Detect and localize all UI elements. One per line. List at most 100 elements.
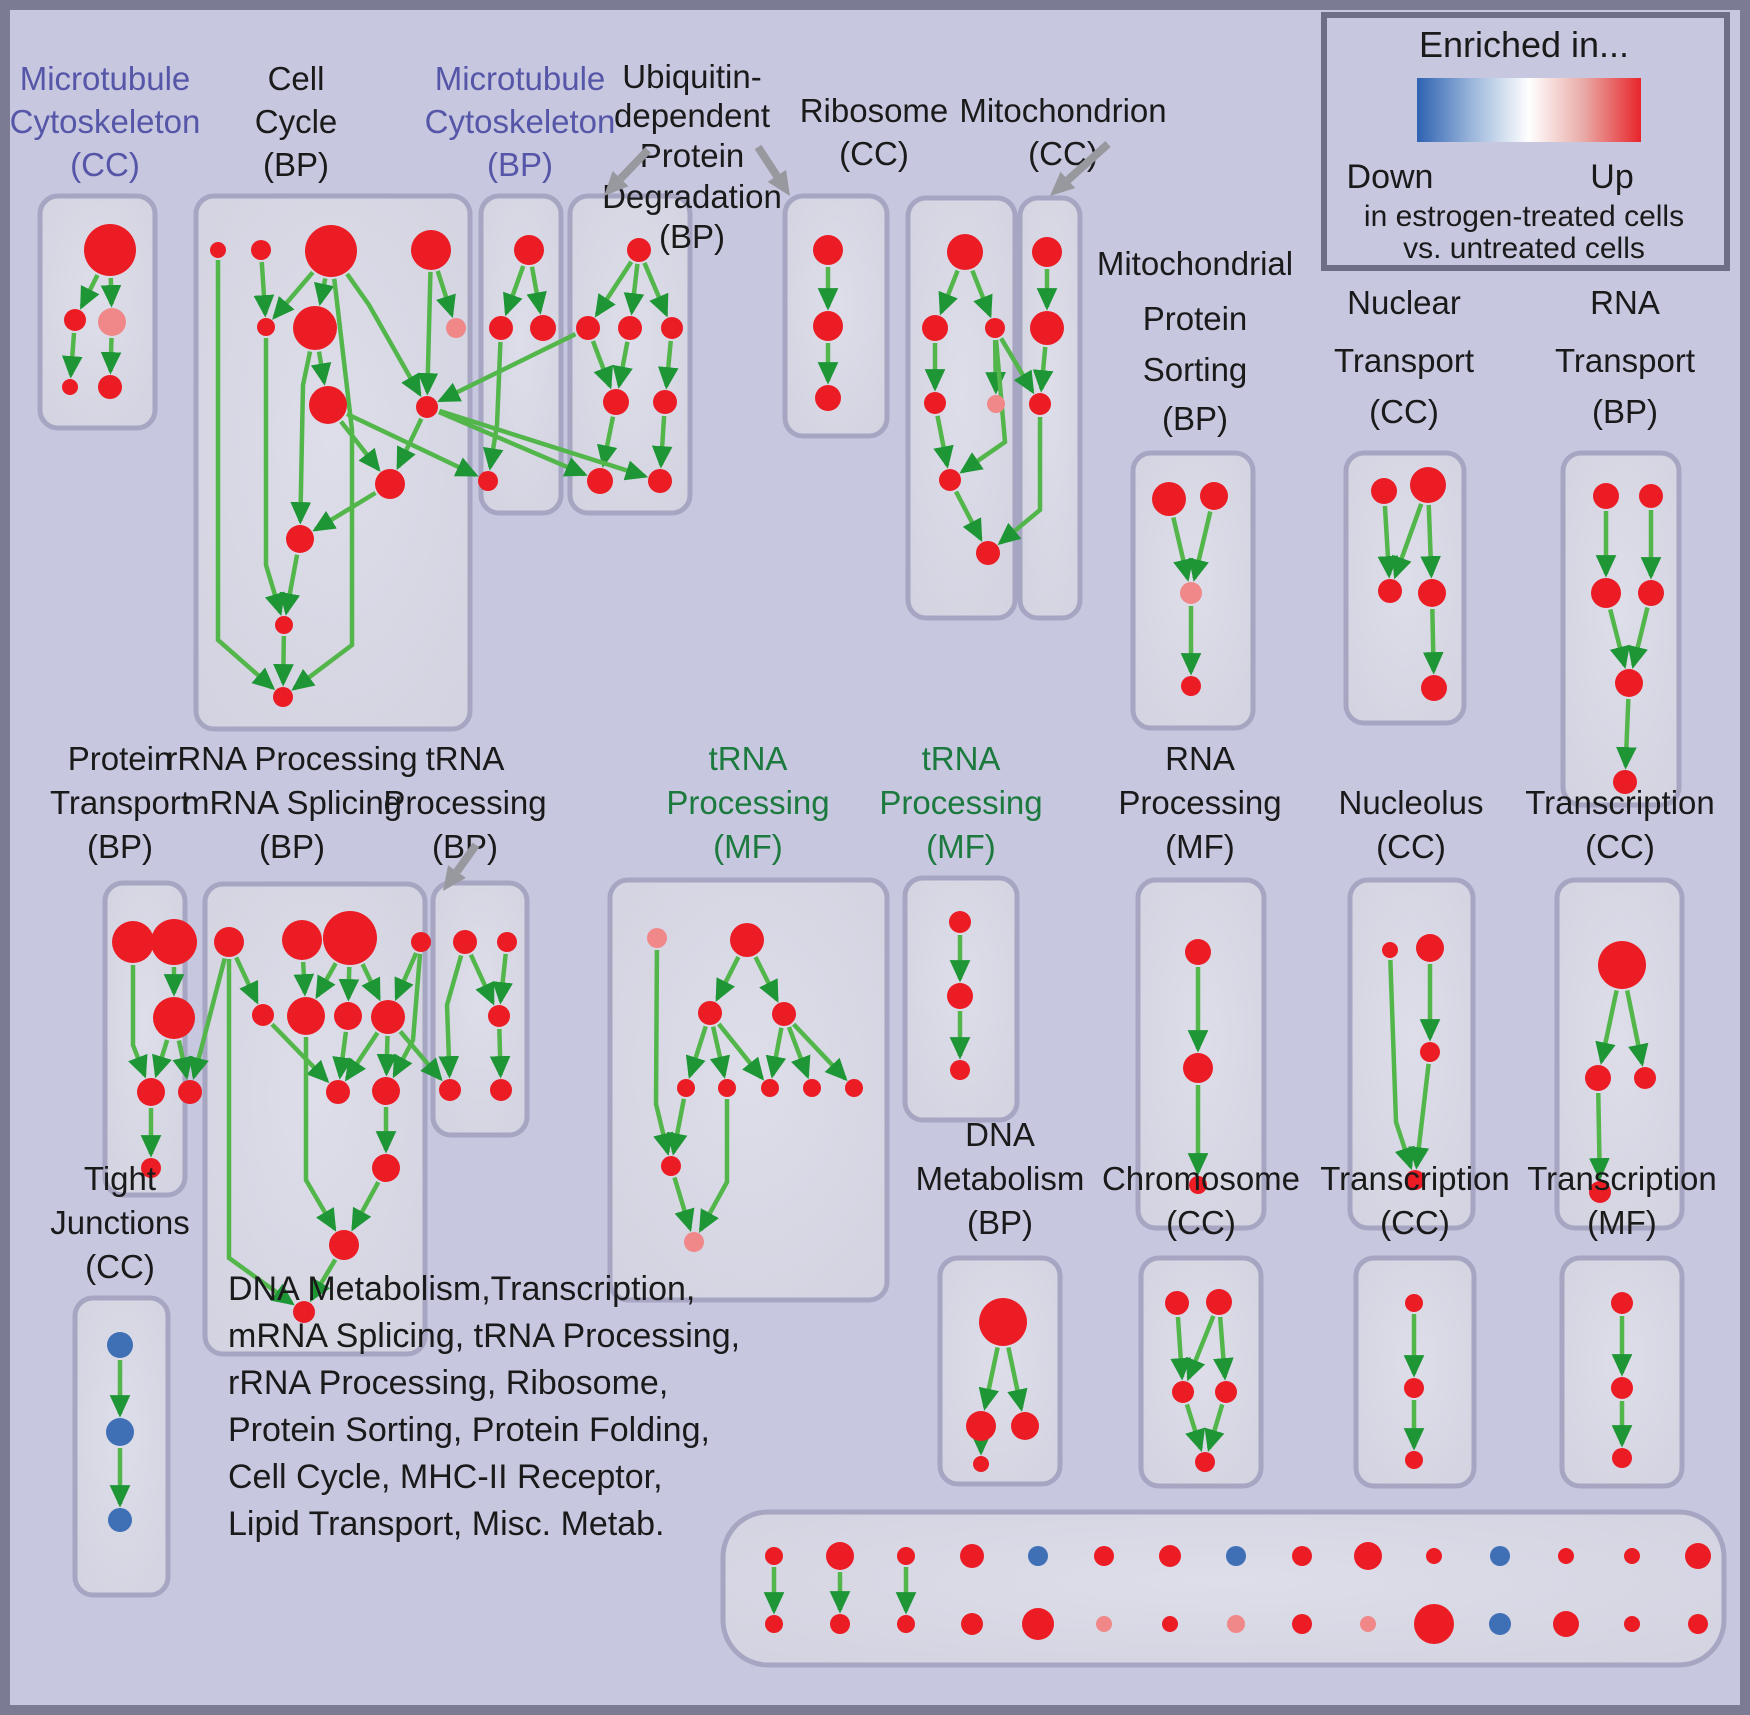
go-term-node-g2[interactable] — [1420, 1042, 1440, 1062]
go-term-node-ch4[interactable] — [1195, 1452, 1215, 1472]
go-term-node-cc_t2[interactable] — [251, 240, 271, 260]
go-term-node-cc_h2[interactable] — [309, 386, 347, 424]
go-term-node-pt1[interactable] — [151, 919, 197, 965]
go-term-node-rrI[interactable] — [326, 1080, 350, 1104]
go-term-node-q0[interactable] — [647, 928, 667, 948]
go-term-node-wt13[interactable] — [1558, 1548, 1574, 1564]
go-term-node-ch0[interactable] — [1165, 1291, 1189, 1315]
go-term-node-mcc_e[interactable] — [98, 375, 122, 399]
go-term-node-r3[interactable] — [924, 392, 946, 414]
go-term-node-s3[interactable] — [1181, 676, 1201, 696]
go-term-node-wt12[interactable] — [1490, 1546, 1510, 1566]
go-term-node-wt1[interactable] — [765, 1547, 783, 1565]
go-term-node-tb4[interactable] — [490, 1079, 512, 1101]
go-term-node-uc1[interactable] — [576, 316, 600, 340]
go-term-node-wt11[interactable] — [1426, 1548, 1442, 1564]
go-term-node-w0[interactable] — [1032, 237, 1062, 267]
go-term-node-u0[interactable] — [627, 238, 651, 262]
go-term-node-wt14[interactable] — [1624, 1548, 1640, 1564]
go-term-node-cc_m[interactable] — [273, 687, 293, 707]
go-term-node-tm1[interactable] — [1611, 1377, 1633, 1399]
go-term-node-wt9[interactable] — [1292, 1546, 1312, 1566]
go-term-node-wb15[interactable] — [1688, 1614, 1708, 1634]
go-term-node-q2[interactable] — [698, 1001, 722, 1025]
go-term-node-wt6[interactable] — [1094, 1546, 1114, 1566]
go-term-node-cc_j[interactable] — [375, 469, 405, 499]
go-term-node-wb12[interactable] — [1489, 1613, 1511, 1635]
go-term-node-nt1[interactable] — [1410, 467, 1446, 503]
go-term-node-j0[interactable] — [107, 1332, 133, 1358]
go-term-node-v1[interactable] — [813, 311, 843, 341]
go-term-node-wb2[interactable] — [830, 1614, 850, 1634]
go-term-node-q8[interactable] — [845, 1079, 863, 1097]
go-term-node-wb3[interactable] — [897, 1615, 915, 1633]
go-term-node-ch1[interactable] — [1206, 1289, 1232, 1315]
go-term-node-rrL[interactable] — [329, 1230, 359, 1260]
go-term-node-nt2[interactable] — [1378, 579, 1402, 603]
go-term-node-j2[interactable] — [108, 1508, 132, 1532]
go-term-node-r2[interactable] — [985, 318, 1005, 338]
go-term-node-uc2[interactable] — [618, 316, 642, 340]
go-term-node-pt2[interactable] — [153, 997, 195, 1039]
go-term-node-v0[interactable] — [813, 235, 843, 265]
go-term-node-cc_t1[interactable] — [210, 242, 226, 258]
go-term-node-q7[interactable] — [803, 1079, 821, 1097]
go-term-node-mb0[interactable] — [514, 235, 544, 265]
go-term-node-rr2[interactable] — [323, 911, 377, 965]
go-term-node-s0[interactable] — [1152, 482, 1186, 516]
go-term-node-tm2[interactable] — [1612, 1448, 1632, 1468]
go-term-node-q10[interactable] — [684, 1232, 704, 1252]
go-term-node-wt3[interactable] — [897, 1547, 915, 1565]
go-term-node-wb6[interactable] — [1096, 1616, 1112, 1632]
go-term-node-ch3[interactable] — [1215, 1381, 1237, 1403]
go-term-node-tc1[interactable] — [1404, 1378, 1424, 1398]
go-term-node-cc_f[interactable] — [293, 306, 337, 350]
go-term-node-wb14[interactable] — [1624, 1616, 1640, 1632]
go-term-node-g0[interactable] — [1382, 942, 1398, 958]
go-term-node-r4[interactable] — [987, 395, 1005, 413]
go-term-node-tb1[interactable] — [497, 932, 517, 952]
go-term-node-wt10[interactable] — [1354, 1542, 1382, 1570]
go-term-node-v2[interactable] — [815, 385, 841, 411]
go-term-node-ym1[interactable] — [1183, 1053, 1213, 1083]
go-term-node-wb1[interactable] — [765, 1615, 783, 1633]
go-term-node-h0[interactable] — [1598, 941, 1646, 989]
go-term-node-xt0[interactable] — [1593, 483, 1619, 509]
go-term-node-d0[interactable] — [979, 1298, 1027, 1346]
go-term-node-s2[interactable] — [1180, 582, 1202, 604]
go-term-node-wb13[interactable] — [1553, 1611, 1579, 1637]
go-term-node-pt0[interactable] — [112, 921, 154, 963]
go-term-node-q6[interactable] — [761, 1079, 779, 1097]
go-term-node-wt8[interactable] — [1226, 1546, 1246, 1566]
go-term-node-tc2[interactable] — [1405, 1451, 1423, 1469]
go-term-node-nt0[interactable] — [1371, 478, 1397, 504]
go-term-node-rr3[interactable] — [411, 932, 431, 952]
go-term-node-d3[interactable] — [973, 1456, 989, 1472]
go-term-node-j1[interactable] — [106, 1418, 134, 1446]
go-term-node-d1[interactable] — [966, 1411, 996, 1441]
go-term-node-zz0[interactable] — [949, 911, 971, 933]
go-term-node-g1[interactable] — [1416, 934, 1444, 962]
go-term-node-r6[interactable] — [976, 541, 1000, 565]
go-term-node-q4[interactable] — [677, 1079, 695, 1097]
go-term-node-tb2[interactable] — [488, 1005, 510, 1027]
go-term-node-ub2[interactable] — [648, 469, 672, 493]
go-term-node-nt4[interactable] — [1421, 675, 1447, 701]
go-term-node-rr1[interactable] — [282, 920, 322, 960]
go-term-node-r0[interactable] — [947, 234, 983, 270]
go-term-node-rrF[interactable] — [287, 997, 325, 1035]
go-term-node-ub1[interactable] — [587, 468, 613, 494]
go-term-node-ch2[interactable] — [1172, 1381, 1194, 1403]
go-term-node-um2[interactable] — [653, 390, 677, 414]
go-term-node-wt2[interactable] — [826, 1542, 854, 1570]
go-term-node-nt3[interactable] — [1418, 579, 1446, 607]
go-term-node-mcc_d[interactable] — [62, 379, 78, 395]
go-term-node-xt3[interactable] — [1638, 580, 1664, 606]
go-term-node-rrG[interactable] — [334, 1002, 362, 1030]
go-term-node-rrH[interactable] — [371, 1000, 405, 1034]
go-term-node-pt5[interactable] — [141, 1158, 161, 1178]
go-term-node-wb11[interactable] — [1414, 1604, 1454, 1644]
go-term-node-ym0[interactable] — [1185, 939, 1211, 965]
go-term-node-d2[interactable] — [1011, 1412, 1039, 1440]
go-term-node-tc0[interactable] — [1405, 1294, 1423, 1312]
